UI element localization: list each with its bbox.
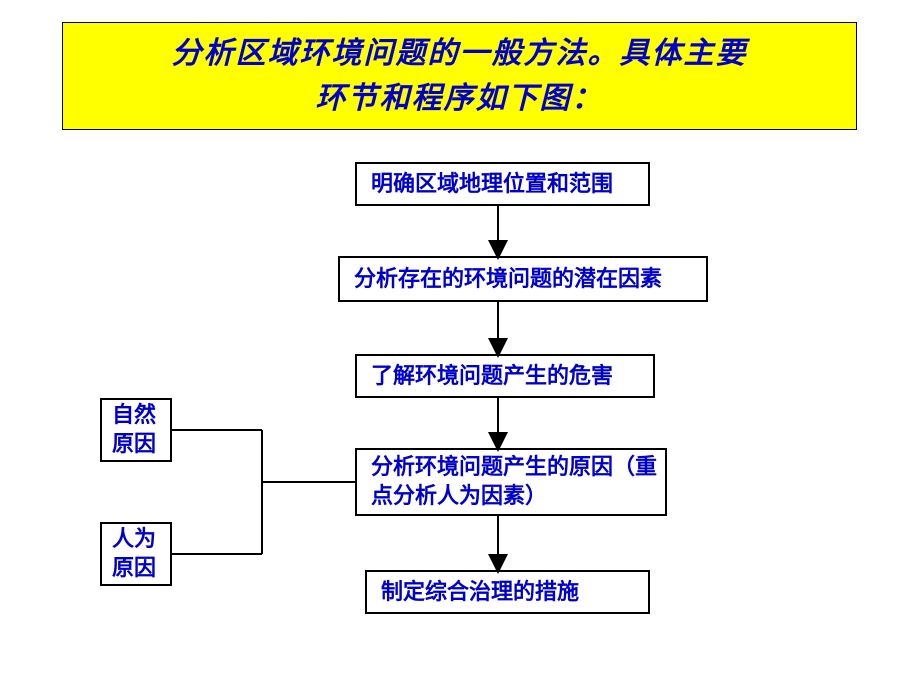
connectors: [0, 0, 920, 690]
